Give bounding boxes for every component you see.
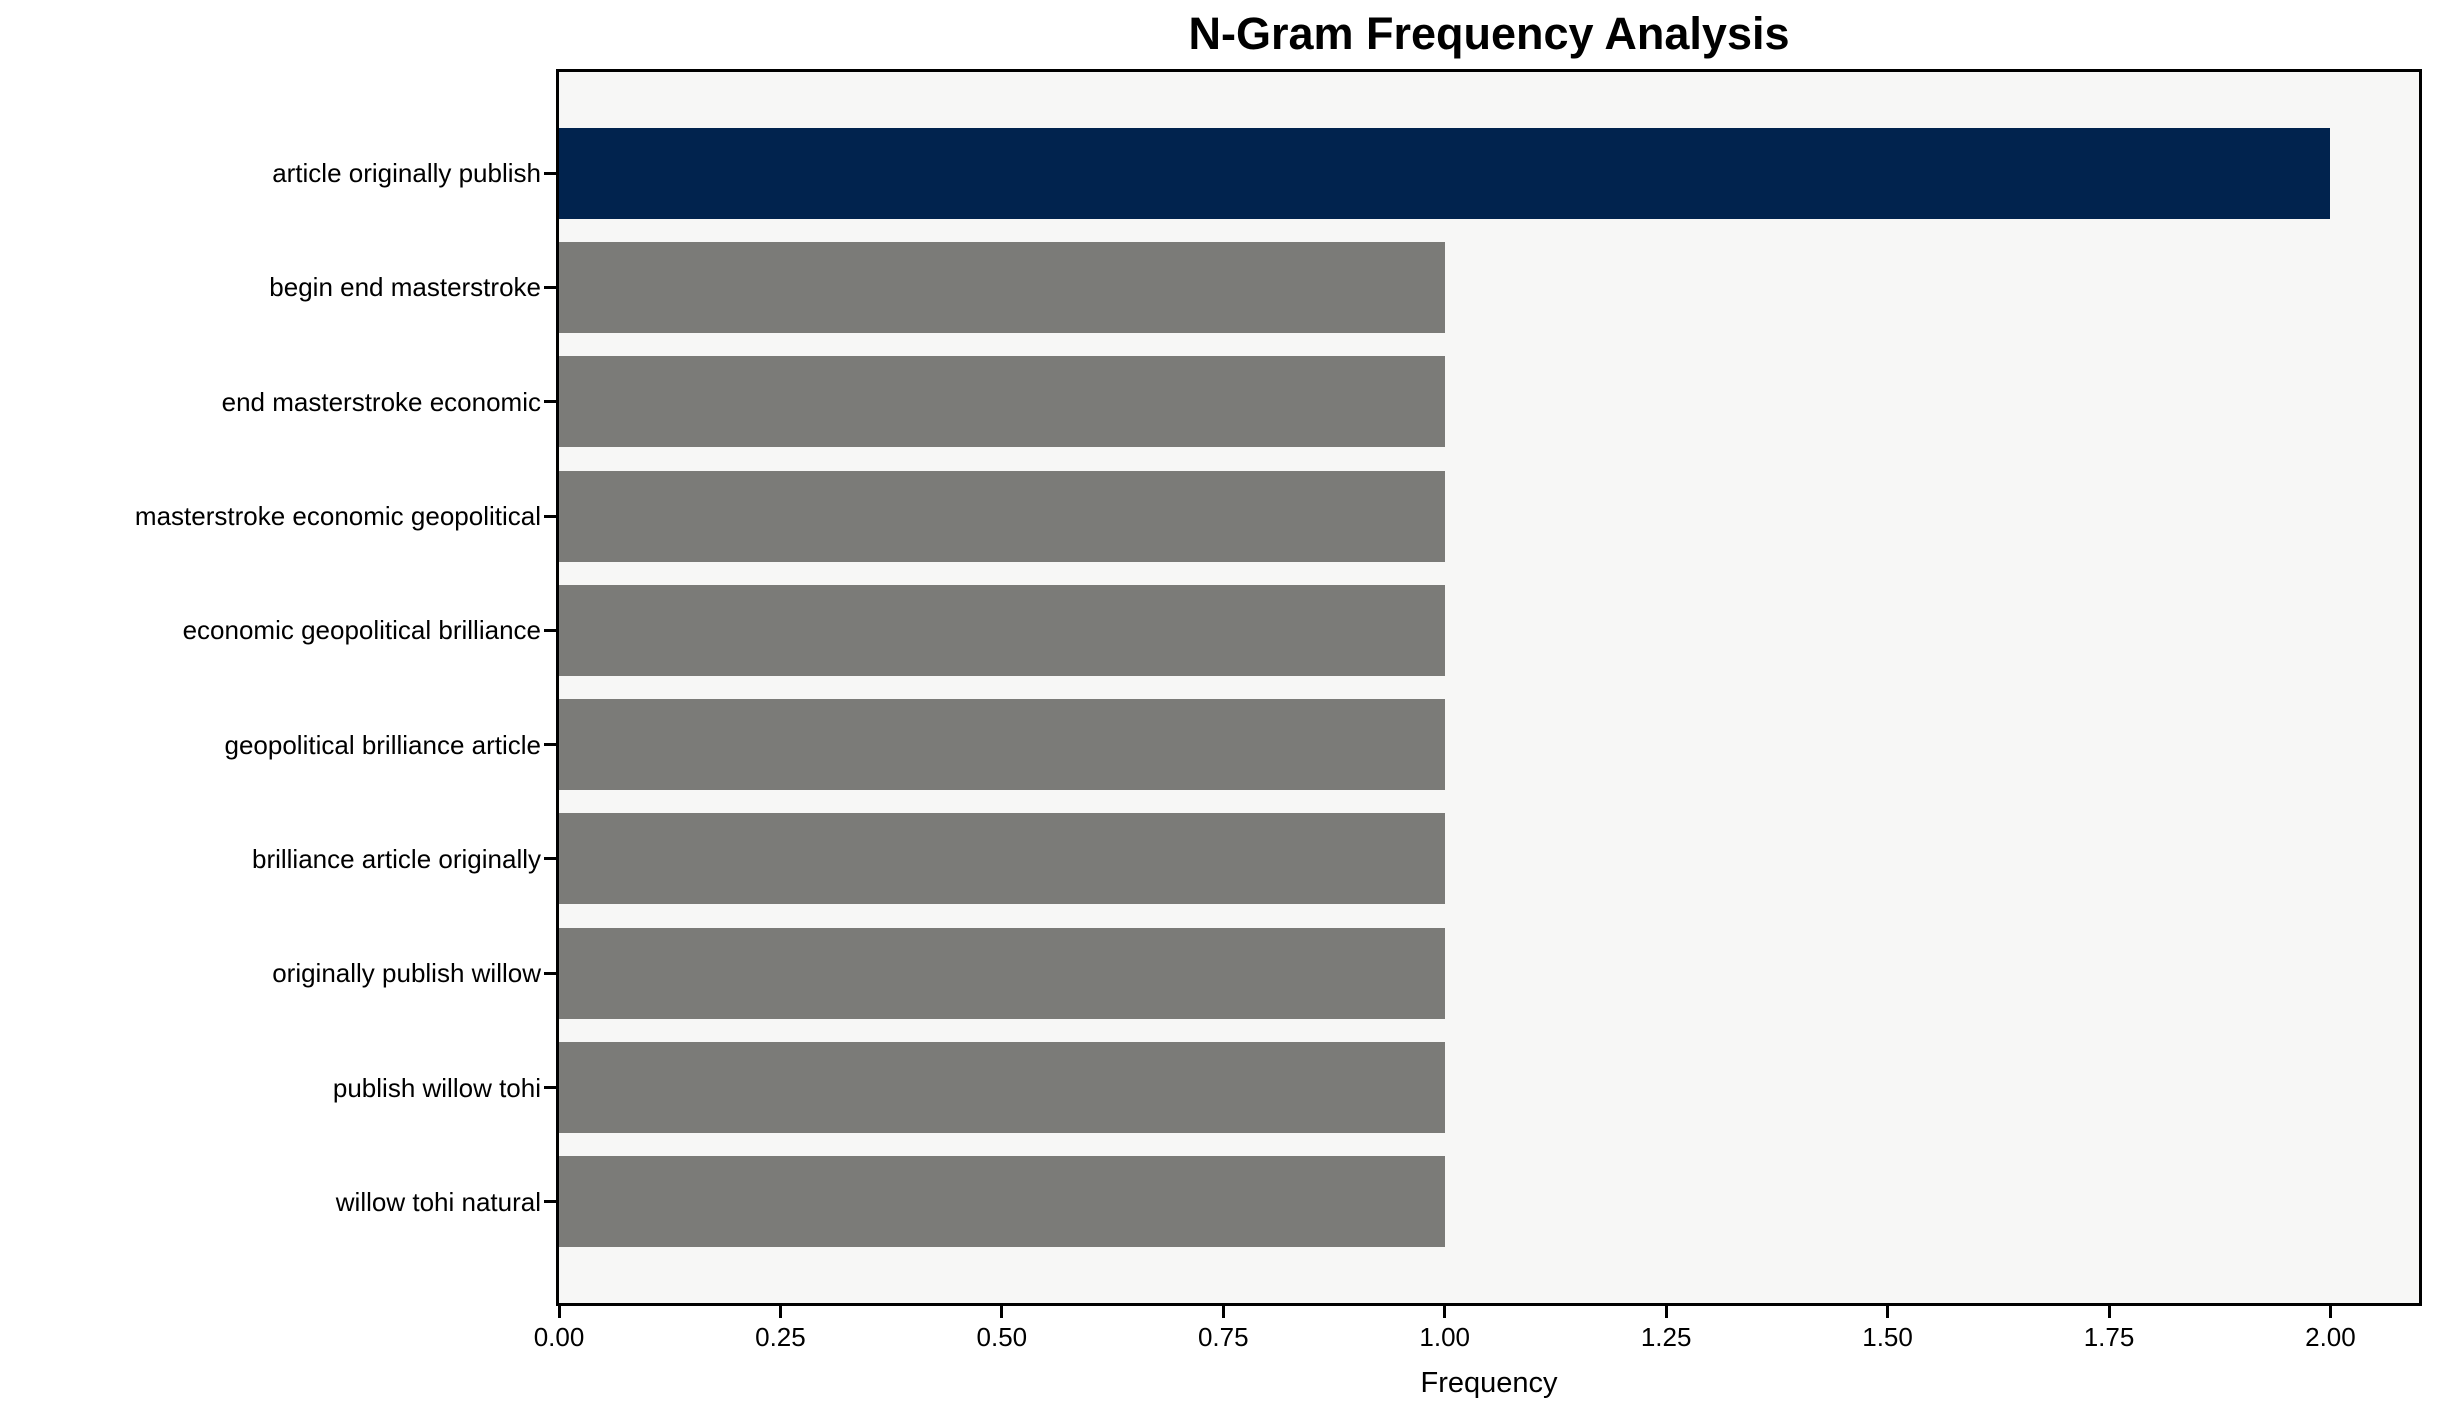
x-tick-label: 0.25 <box>755 1322 806 1352</box>
x-tick-mark <box>1221 1306 1225 1318</box>
y-tick-mark <box>544 171 556 175</box>
y-tick-label: end masterstroke economic <box>221 386 541 417</box>
y-tick-mark <box>544 514 556 518</box>
y-tick-mark <box>544 743 556 747</box>
x-tick-label: 1.50 <box>1862 1322 1913 1352</box>
x-tick-label: 1.75 <box>2083 1322 2135 1352</box>
bar-publish-willow-tohi <box>559 1042 1445 1134</box>
y-tick-label: originally publish willow <box>272 958 541 989</box>
y-tick-mark <box>544 857 556 861</box>
y-tick-label: article originally publish <box>272 158 541 189</box>
x-tick-mark <box>1886 1306 1890 1318</box>
x-tick-mark <box>778 1306 782 1318</box>
x-axis-title: Frequency <box>1420 1367 1558 1399</box>
y-tick-label: begin end masterstroke <box>269 272 541 303</box>
y-tick-label: geopolitical brilliance article <box>224 729 542 760</box>
bar-begin-end-masterstroke <box>559 241 1445 333</box>
bar-masterstroke-economic-geopolitical <box>559 470 1445 562</box>
bar-article-originally-publish <box>559 127 2331 219</box>
y-tick-label: economic geopolitical brilliance <box>182 615 541 646</box>
x-tick-label: 1.25 <box>1640 1322 1692 1352</box>
x-tick-mark <box>2328 1306 2332 1318</box>
chart-title: N-Gram Frequency Analysis <box>1188 8 1790 59</box>
x-tick-mark <box>557 1306 561 1318</box>
y-tick-mark <box>544 628 556 632</box>
y-tick-mark <box>544 1086 556 1090</box>
x-tick-mark <box>2107 1306 2111 1318</box>
bar-willow-tohi-natural <box>559 1156 1445 1248</box>
x-tick-label: 2.00 <box>2305 1322 2356 1352</box>
x-tick-mark <box>1443 1306 1447 1318</box>
x-tick-label: 0.50 <box>976 1322 1028 1352</box>
x-tick-mark <box>1664 1306 1668 1318</box>
bar-brilliance-article-originally <box>559 813 1445 905</box>
plot-area <box>556 69 2422 1306</box>
x-tick-label: 1.00 <box>1419 1322 1470 1352</box>
y-tick-mark <box>544 971 556 975</box>
bar-end-masterstroke-economic <box>559 356 1445 448</box>
y-tick-mark <box>544 1200 556 1204</box>
bar-geopolitical-brilliance-article <box>559 699 1445 791</box>
bar-economic-geopolitical-brilliance <box>559 584 1445 676</box>
x-tick-mark <box>1000 1306 1004 1318</box>
x-tick-label: 0.00 <box>533 1322 585 1352</box>
y-tick-label: publish willow tohi <box>332 1072 541 1103</box>
y-tick-label: brilliance article originally <box>251 843 541 874</box>
bar-originally-publish-willow <box>559 927 1445 1019</box>
x-tick-label: 0.75 <box>1197 1322 1249 1352</box>
y-tick-mark <box>544 400 556 404</box>
y-tick-mark <box>544 285 556 289</box>
y-tick-label: masterstroke economic geopolitical <box>134 501 541 532</box>
y-tick-label: willow tohi natural <box>335 1186 541 1217</box>
